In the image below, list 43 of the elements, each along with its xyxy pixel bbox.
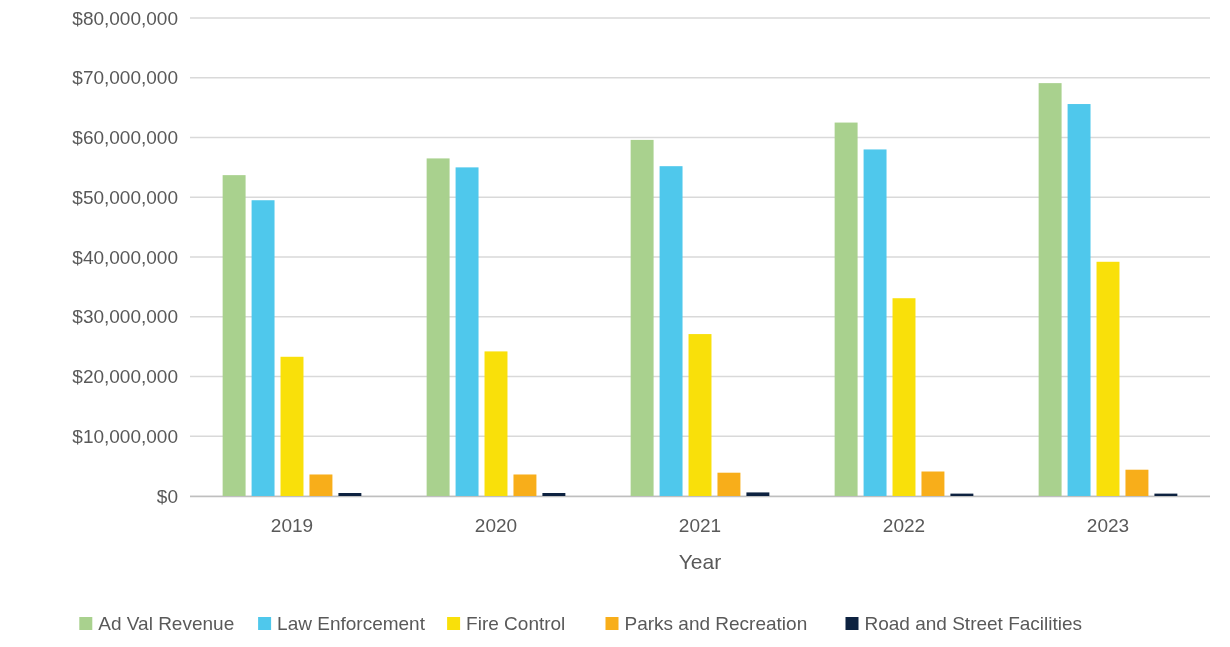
bar (1067, 104, 1091, 496)
bar (892, 298, 916, 496)
bar (863, 149, 887, 496)
bar (426, 158, 450, 496)
bar (921, 471, 945, 496)
y-tick-label: $80,000,000 (72, 7, 178, 29)
x-tick-label: 2019 (270, 515, 314, 536)
bar (688, 334, 712, 496)
x-tick-label: 2020 (474, 515, 518, 536)
y-tick-label: $50,000,000 (72, 186, 178, 208)
x-tick-label: 2021 (678, 515, 722, 536)
bar (542, 493, 566, 496)
x-axis-title: Year (678, 550, 722, 573)
bar (1096, 261, 1120, 496)
bar (338, 493, 362, 496)
bar (659, 166, 683, 496)
bar (717, 472, 741, 496)
y-tick-label: $70,000,000 (72, 67, 178, 89)
x-tick-label: 2022 (882, 515, 926, 536)
y-tick-label: $60,000,000 (72, 127, 178, 149)
bar (630, 139, 654, 496)
legend-label: Ad Val Revenue (98, 613, 235, 635)
bar (280, 356, 304, 496)
legend-label: Parks and Recreation (624, 613, 808, 635)
bar (513, 474, 537, 496)
bar (455, 167, 479, 496)
bar (834, 122, 858, 496)
bar (484, 351, 508, 496)
y-tick-label: $40,000,000 (72, 246, 178, 268)
bar (1038, 83, 1062, 496)
x-tick-label: 2023 (1086, 515, 1130, 536)
y-tick-label: $10,000,000 (72, 425, 178, 447)
legend-label: Fire Control (466, 613, 566, 635)
legend-label: Road and Street Facilities (864, 613, 1083, 635)
bar (1125, 469, 1149, 496)
bar (309, 474, 333, 496)
legend-label: Law Enforcement (277, 613, 426, 635)
bar (251, 200, 275, 496)
bar (222, 175, 246, 496)
bar (746, 492, 770, 496)
y-tick-label: $30,000,000 (72, 306, 178, 328)
y-tick-label: $20,000,000 (72, 366, 178, 388)
y-tick-label: $0 (156, 485, 178, 507)
